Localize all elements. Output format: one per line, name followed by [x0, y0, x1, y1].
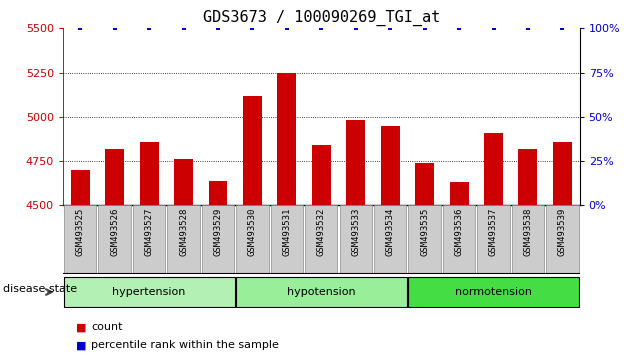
Bar [243, 96, 262, 205]
Text: GSM493527: GSM493527 [145, 207, 154, 256]
Bar [98, 205, 131, 274]
Bar [546, 205, 578, 274]
Bar [408, 205, 441, 274]
Bar [271, 205, 303, 274]
Bar [168, 205, 200, 274]
Bar [236, 277, 407, 307]
Bar [64, 277, 234, 307]
Bar [408, 277, 579, 307]
Bar [236, 205, 268, 274]
Text: GSM493533: GSM493533 [352, 207, 360, 256]
Bar [174, 159, 193, 205]
Point [178, 25, 188, 31]
Text: GSM493525: GSM493525 [76, 207, 84, 256]
Text: ■: ■ [76, 322, 86, 332]
Bar [450, 182, 469, 205]
Text: disease state: disease state [3, 284, 77, 293]
Bar [381, 126, 399, 205]
Point [282, 25, 292, 31]
Bar [340, 205, 372, 274]
Point [420, 25, 430, 31]
Bar [209, 181, 227, 205]
Text: GSM493526: GSM493526 [110, 207, 119, 256]
Point [454, 25, 464, 31]
Text: GSM493529: GSM493529 [214, 207, 222, 256]
Point [351, 25, 361, 31]
Text: GSM493535: GSM493535 [420, 207, 429, 256]
Point [558, 25, 568, 31]
Bar [277, 73, 296, 205]
Text: normotension: normotension [455, 287, 532, 297]
Bar [133, 205, 165, 274]
Point [75, 25, 85, 31]
Bar [374, 205, 406, 274]
Point [316, 25, 326, 31]
Text: ■: ■ [76, 340, 86, 350]
Text: GSM493530: GSM493530 [248, 207, 257, 256]
Text: hypotension: hypotension [287, 287, 355, 297]
Point [110, 25, 120, 31]
Point [385, 25, 395, 31]
Bar [305, 205, 338, 274]
Bar [140, 142, 159, 205]
Text: GSM493539: GSM493539 [558, 207, 567, 256]
Text: GSM493534: GSM493534 [386, 207, 394, 256]
Text: count: count [91, 322, 123, 332]
Point [523, 25, 533, 31]
Bar [202, 205, 234, 274]
Text: GSM493532: GSM493532 [317, 207, 326, 256]
Text: GSM493531: GSM493531 [282, 207, 291, 256]
Bar [312, 145, 331, 205]
Point [248, 25, 258, 31]
Point [213, 25, 223, 31]
Bar [415, 163, 434, 205]
Bar [512, 205, 544, 274]
Bar [553, 142, 572, 205]
Point [144, 25, 154, 31]
Bar [443, 205, 475, 274]
Text: GSM493528: GSM493528 [179, 207, 188, 256]
Bar [484, 133, 503, 205]
Bar [518, 149, 537, 205]
Text: percentile rank within the sample: percentile rank within the sample [91, 340, 279, 350]
Title: GDS3673 / 100090269_TGI_at: GDS3673 / 100090269_TGI_at [203, 9, 440, 25]
Text: GSM493536: GSM493536 [455, 207, 464, 256]
Bar [71, 170, 89, 205]
Text: GSM493537: GSM493537 [489, 207, 498, 256]
Point [488, 25, 498, 31]
Bar [64, 205, 96, 274]
Bar [478, 205, 510, 274]
Bar [346, 120, 365, 205]
Text: GSM493538: GSM493538 [524, 207, 532, 256]
Bar [105, 149, 124, 205]
Text: hypertension: hypertension [112, 287, 186, 297]
